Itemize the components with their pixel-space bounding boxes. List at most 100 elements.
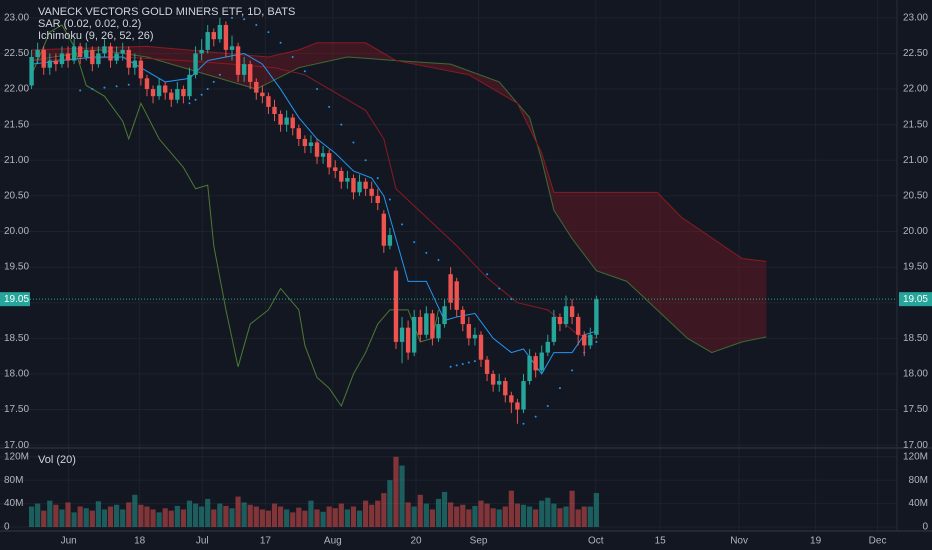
sar-dot — [291, 56, 294, 59]
candle-body — [326, 153, 332, 168]
sar-dot — [267, 31, 270, 34]
candle-body — [65, 53, 71, 61]
candle-body — [569, 306, 575, 317]
candle-body — [205, 32, 210, 50]
volume-bar — [120, 509, 126, 527]
x-tick-label: Dec — [869, 536, 887, 547]
candle-body — [436, 324, 441, 339]
volume-bar — [429, 509, 436, 527]
volume-tick-label: 0 — [922, 522, 928, 533]
volume-tick-label: 120M — [4, 451, 29, 462]
volume-bar — [448, 502, 454, 527]
volume-bar — [180, 509, 187, 527]
volume-tick-label: 80M — [909, 475, 928, 486]
volume-bar — [454, 506, 460, 527]
y-tick-label: 21.00 — [903, 155, 928, 166]
candle-body — [144, 78, 150, 90]
candle-body — [563, 306, 569, 325]
sar-dot — [303, 70, 306, 73]
sar-dot — [413, 241, 416, 244]
candle-body — [290, 117, 295, 129]
volume-bar — [545, 497, 551, 527]
volume-bar — [247, 504, 253, 527]
ichimoku-span_a — [31, 49, 767, 354]
candle-body — [484, 359, 490, 374]
volume-bar — [47, 500, 53, 527]
last-price-label: 19.05 — [903, 294, 928, 305]
volume-bar — [320, 511, 326, 527]
candle-body — [448, 274, 453, 303]
sar-dot — [340, 123, 343, 126]
sar-dot — [498, 287, 501, 290]
candle-body — [497, 381, 502, 385]
volume-bar — [326, 506, 332, 527]
candle-body — [521, 381, 526, 410]
volume-bar — [569, 490, 575, 527]
y-tick-label: 21.50 — [4, 119, 29, 130]
candle-body — [150, 89, 156, 97]
candle-body — [551, 316, 557, 342]
candle-body — [582, 334, 587, 346]
sar-dot — [558, 387, 561, 390]
candle-body — [77, 46, 83, 58]
sar-dot — [364, 159, 367, 162]
x-tick-label: 15 — [655, 536, 667, 547]
sar-dot — [571, 369, 574, 372]
candle-body — [424, 313, 429, 335]
candle-body — [132, 60, 138, 68]
volume-bar — [241, 502, 247, 527]
sar-dot — [212, 80, 215, 83]
x-tick-label: Sep — [470, 536, 488, 547]
candle-body — [411, 316, 417, 353]
volume-bar — [375, 500, 381, 527]
volume-bar — [89, 510, 95, 527]
sar-dot — [425, 251, 428, 254]
sar-dot — [388, 198, 391, 201]
candle-body — [199, 49, 204, 54]
y-tick-label: 17.50 — [4, 404, 29, 415]
volume-bar — [174, 505, 180, 527]
candle-body — [47, 60, 52, 68]
candle-body — [527, 356, 532, 382]
volume-bar — [369, 504, 375, 527]
candle-body — [254, 81, 259, 93]
volume-bar — [502, 506, 508, 527]
sar-dot — [522, 422, 525, 425]
volume-bar — [593, 493, 599, 527]
volume-bar — [508, 490, 514, 527]
indicator-label: SAR (0.02, 0.02, 0.2) — [38, 18, 141, 30]
candle-body — [454, 281, 459, 310]
volume-bar — [83, 508, 89, 527]
candle-body — [460, 309, 465, 325]
ichimoku-lagging — [31, 24, 439, 408]
candle-body — [557, 316, 563, 325]
sar-dot — [91, 88, 94, 91]
sar-dot — [316, 88, 319, 91]
sar-dot — [595, 340, 598, 343]
candle-body — [357, 181, 362, 193]
volume-bar — [441, 491, 448, 527]
ichimoku-cloud — [31, 42, 767, 353]
sar-dot — [200, 93, 203, 96]
sar-dot — [230, 16, 233, 19]
volume-bar — [192, 503, 199, 527]
plot-layer — [0, 0, 897, 531]
volume-bar — [551, 503, 557, 527]
volume-bar — [284, 509, 290, 527]
candle-body — [229, 46, 235, 50]
candle-body — [442, 306, 447, 325]
candle-body — [102, 46, 107, 54]
candle-body — [175, 89, 180, 100]
volume-label: Vol (20) — [38, 454, 76, 466]
candle-body — [156, 85, 162, 97]
volume-bar — [308, 500, 314, 527]
candle-body — [418, 316, 423, 335]
x-tick-label: Jun — [61, 536, 77, 547]
x-tick-label: 17 — [260, 536, 272, 547]
indicator-label: Ichimoku (9, 26, 52, 26) — [38, 30, 154, 42]
x-tick-label: Nov — [730, 536, 748, 547]
volume-bar — [350, 506, 357, 527]
volume-bar — [526, 506, 533, 527]
